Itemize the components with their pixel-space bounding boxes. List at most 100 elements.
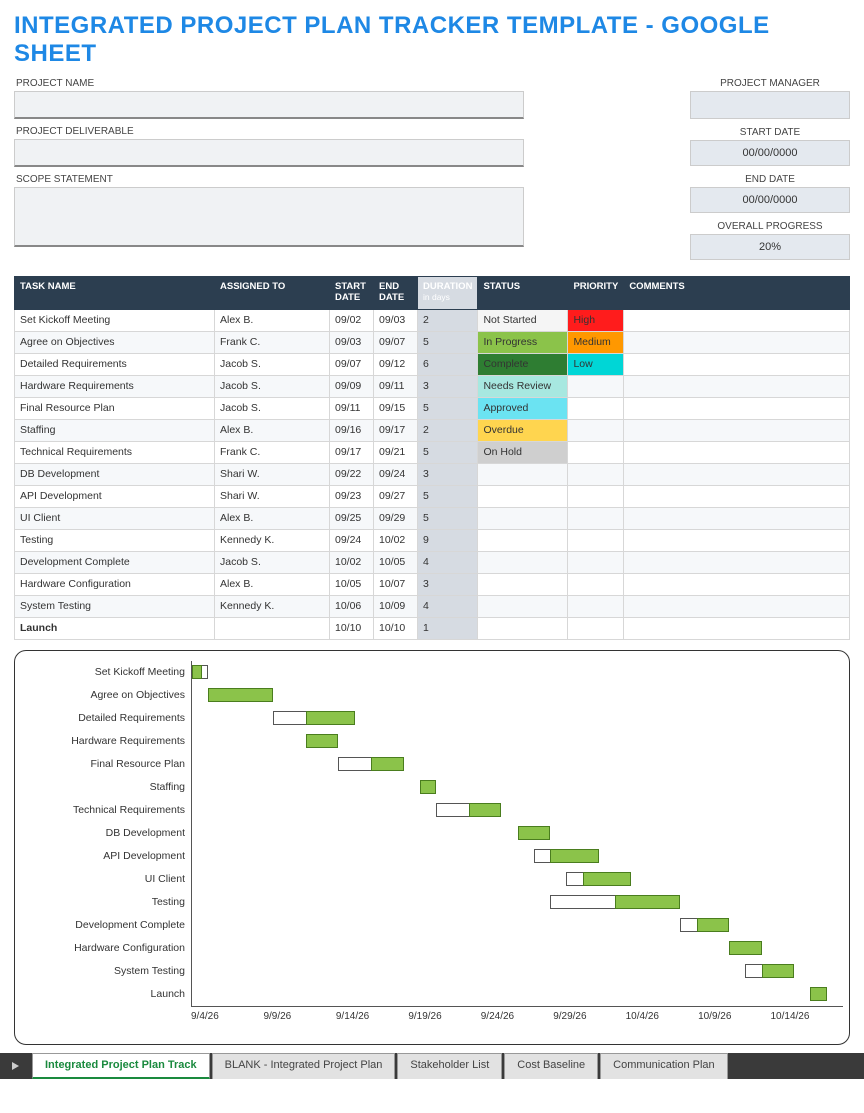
table-row[interactable]: Launch10/1010/101 xyxy=(15,617,850,639)
cell-assigned[interactable]: Frank C. xyxy=(215,441,330,463)
cell-task[interactable]: DB Development xyxy=(15,463,215,485)
cell-end[interactable]: 09/24 xyxy=(374,463,418,485)
cell-duration[interactable]: 5 xyxy=(418,331,478,353)
cell-start[interactable]: 09/24 xyxy=(330,529,374,551)
cell-task[interactable]: API Development xyxy=(15,485,215,507)
sheet-tab[interactable]: Cost Baseline xyxy=(504,1053,598,1079)
cell-task[interactable]: Hardware Requirements xyxy=(15,375,215,397)
cell-end[interactable]: 09/29 xyxy=(374,507,418,529)
cell-comments[interactable] xyxy=(624,595,850,617)
cell-priority[interactable] xyxy=(568,463,624,485)
table-row[interactable]: Agree on ObjectivesFrank C.09/0309/075In… xyxy=(15,331,850,353)
cell-status[interactable]: Not Started xyxy=(478,309,568,331)
cell-priority[interactable] xyxy=(568,375,624,397)
cell-comments[interactable] xyxy=(624,331,850,353)
cell-comments[interactable] xyxy=(624,485,850,507)
cell-status[interactable]: Overdue xyxy=(478,419,568,441)
cell-duration[interactable]: 9 xyxy=(418,529,478,551)
table-row[interactable]: Hardware ConfigurationAlex B.10/0510/073 xyxy=(15,573,850,595)
cell-status[interactable] xyxy=(478,573,568,595)
cell-assigned[interactable]: Jacob S. xyxy=(215,353,330,375)
table-row[interactable]: Detailed RequirementsJacob S.09/0709/126… xyxy=(15,353,850,375)
cell-duration[interactable]: 1 xyxy=(418,617,478,639)
cell-end[interactable]: 09/03 xyxy=(374,309,418,331)
cell-end[interactable]: 10/05 xyxy=(374,551,418,573)
table-row[interactable]: Hardware RequirementsJacob S.09/0909/113… xyxy=(15,375,850,397)
cell-comments[interactable] xyxy=(624,441,850,463)
cell-assigned[interactable]: Kennedy K. xyxy=(215,529,330,551)
cell-assigned[interactable]: Jacob S. xyxy=(215,375,330,397)
table-row[interactable]: Technical RequirementsFrank C.09/1709/21… xyxy=(15,441,850,463)
cell-end[interactable]: 10/02 xyxy=(374,529,418,551)
cell-task[interactable]: Set Kickoff Meeting xyxy=(15,309,215,331)
sheet-tab[interactable]: Stakeholder List xyxy=(397,1053,502,1079)
cell-start[interactable]: 09/02 xyxy=(330,309,374,331)
cell-task[interactable]: Detailed Requirements xyxy=(15,353,215,375)
cell-status[interactable]: In Progress xyxy=(478,331,568,353)
cell-comments[interactable] xyxy=(624,397,850,419)
cell-status[interactable] xyxy=(478,485,568,507)
cell-priority[interactable] xyxy=(568,551,624,573)
cell-priority[interactable]: Low xyxy=(568,353,624,375)
cell-priority[interactable] xyxy=(568,485,624,507)
col-end-date[interactable]: END DATE xyxy=(374,277,418,310)
cell-assigned[interactable]: Jacob S. xyxy=(215,551,330,573)
cell-task[interactable]: Testing xyxy=(15,529,215,551)
cell-priority[interactable] xyxy=(568,397,624,419)
cell-end[interactable]: 10/10 xyxy=(374,617,418,639)
cell-task[interactable]: UI Client xyxy=(15,507,215,529)
cell-status[interactable]: On Hold xyxy=(478,441,568,463)
cell-start[interactable]: 09/07 xyxy=(330,353,374,375)
start-date-value[interactable]: 00/00/0000 xyxy=(690,140,850,166)
tab-list-icon[interactable] xyxy=(0,1053,30,1079)
cell-priority[interactable] xyxy=(568,507,624,529)
cell-assigned[interactable]: Jacob S. xyxy=(215,397,330,419)
cell-status[interactable] xyxy=(478,529,568,551)
cell-task[interactable]: System Testing xyxy=(15,595,215,617)
cell-status[interactable] xyxy=(478,463,568,485)
cell-duration[interactable]: 5 xyxy=(418,485,478,507)
cell-end[interactable]: 09/21 xyxy=(374,441,418,463)
cell-task[interactable]: Launch xyxy=(15,617,215,639)
cell-task[interactable]: Technical Requirements xyxy=(15,441,215,463)
cell-comments[interactable] xyxy=(624,419,850,441)
cell-end[interactable]: 09/07 xyxy=(374,331,418,353)
cell-duration[interactable]: 5 xyxy=(418,397,478,419)
cell-end[interactable]: 09/12 xyxy=(374,353,418,375)
cell-comments[interactable] xyxy=(624,309,850,331)
cell-priority[interactable] xyxy=(568,529,624,551)
cell-end[interactable]: 09/27 xyxy=(374,485,418,507)
cell-priority[interactable] xyxy=(568,595,624,617)
cell-assigned[interactable]: Alex B. xyxy=(215,507,330,529)
cell-assigned[interactable]: Shari W. xyxy=(215,463,330,485)
cell-duration[interactable]: 4 xyxy=(418,595,478,617)
table-row[interactable]: System TestingKennedy K.10/0610/094 xyxy=(15,595,850,617)
cell-start[interactable]: 09/03 xyxy=(330,331,374,353)
cell-end[interactable]: 10/07 xyxy=(374,573,418,595)
cell-comments[interactable] xyxy=(624,617,850,639)
cell-duration[interactable]: 2 xyxy=(418,419,478,441)
cell-task[interactable]: Final Resource Plan xyxy=(15,397,215,419)
cell-duration[interactable]: 2 xyxy=(418,309,478,331)
col-start-date[interactable]: START DATE xyxy=(330,277,374,310)
project-deliverable-input[interactable] xyxy=(14,139,524,167)
cell-status[interactable] xyxy=(478,507,568,529)
cell-start[interactable]: 10/06 xyxy=(330,595,374,617)
table-row[interactable]: UI ClientAlex B.09/2509/295 xyxy=(15,507,850,529)
project-manager-input[interactable] xyxy=(690,91,850,119)
col-status[interactable]: STATUS xyxy=(478,277,568,310)
table-row[interactable]: Final Resource PlanJacob S.09/1109/155Ap… xyxy=(15,397,850,419)
cell-comments[interactable] xyxy=(624,529,850,551)
col-task-name[interactable]: TASK NAME xyxy=(15,277,215,310)
cell-duration[interactable]: 5 xyxy=(418,441,478,463)
cell-assigned[interactable]: Alex B. xyxy=(215,309,330,331)
col-assigned-to[interactable]: ASSIGNED TO xyxy=(215,277,330,310)
cell-start[interactable]: 09/22 xyxy=(330,463,374,485)
cell-start[interactable]: 09/17 xyxy=(330,441,374,463)
col-duration[interactable]: DURATIONin days xyxy=(418,277,478,310)
cell-start[interactable]: 10/10 xyxy=(330,617,374,639)
cell-status[interactable] xyxy=(478,617,568,639)
cell-priority[interactable]: High xyxy=(568,309,624,331)
cell-end[interactable]: 09/11 xyxy=(374,375,418,397)
table-row[interactable]: API DevelopmentShari W.09/2309/275 xyxy=(15,485,850,507)
